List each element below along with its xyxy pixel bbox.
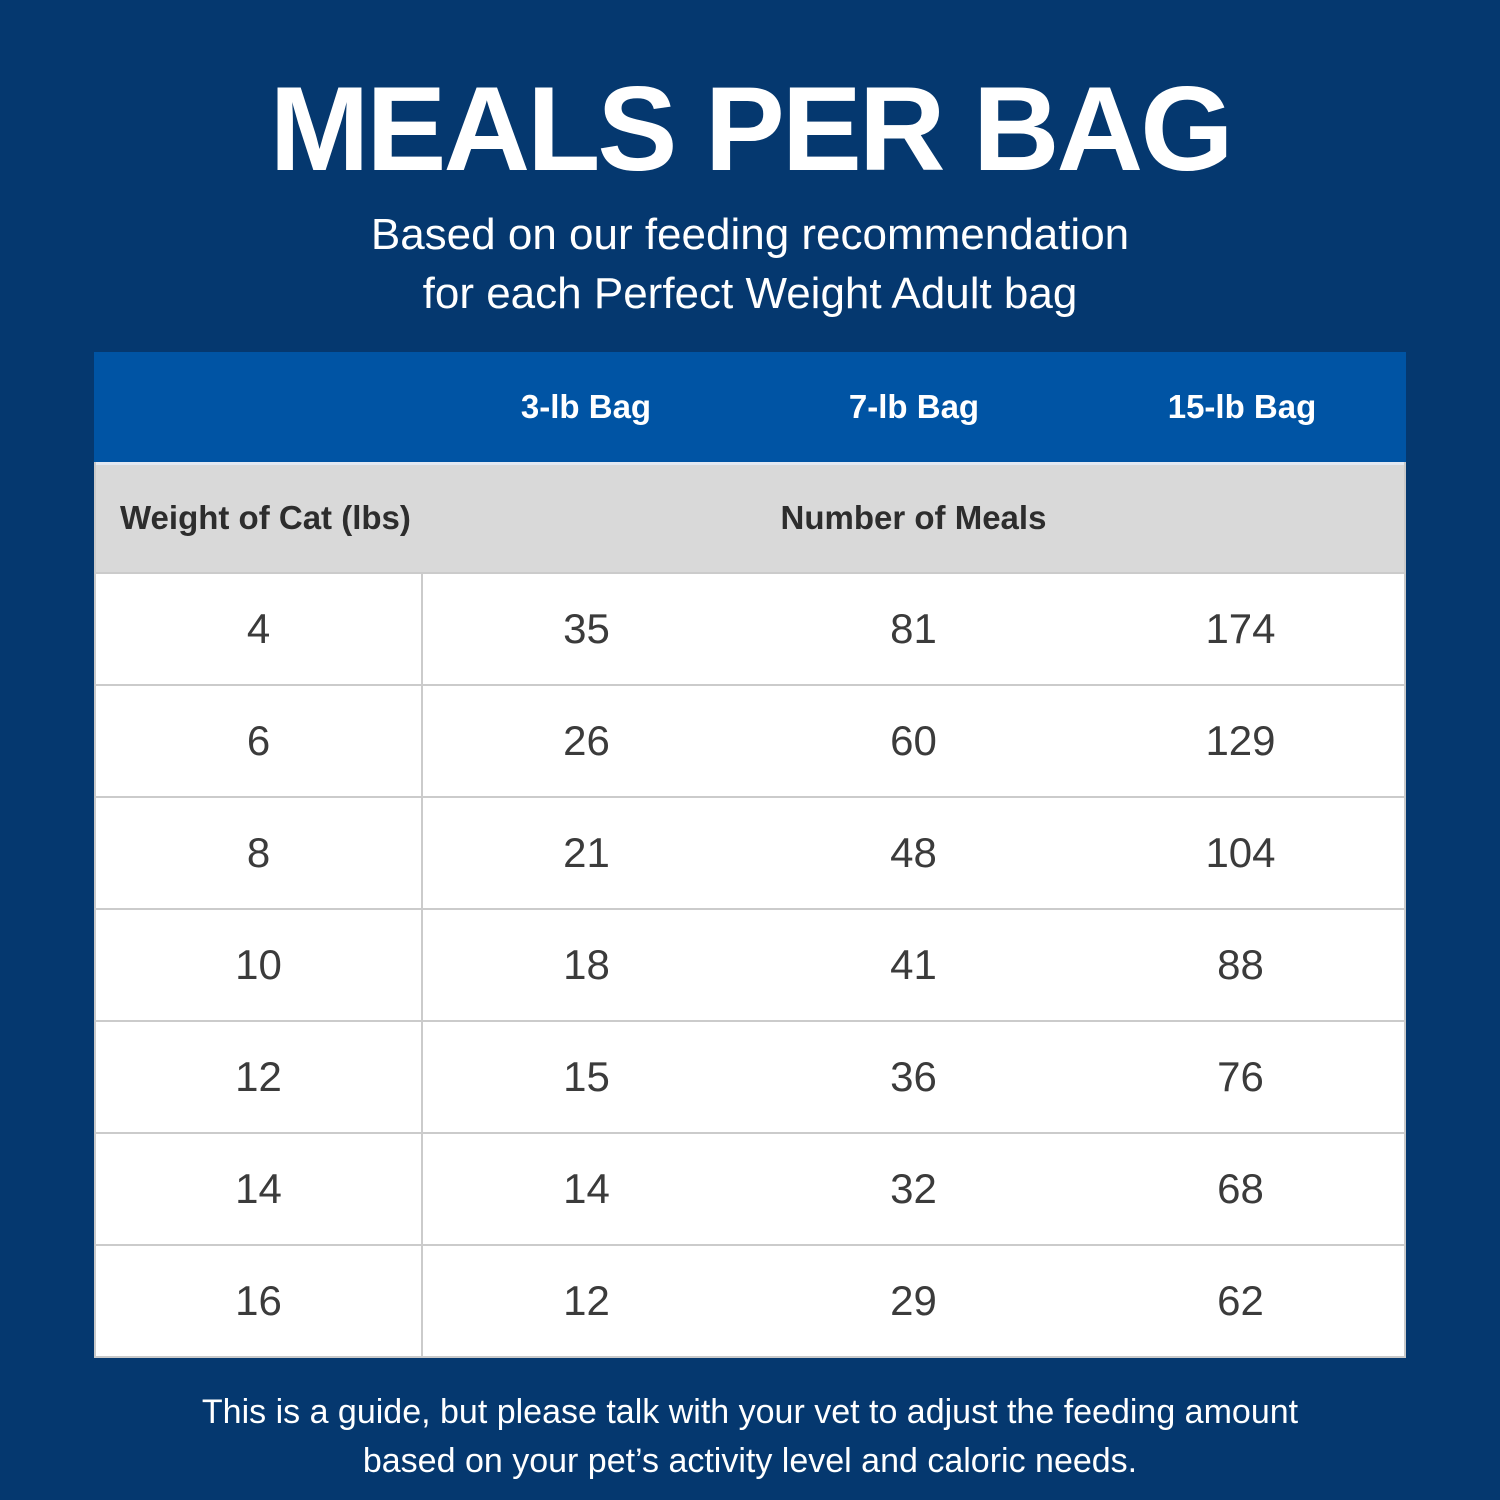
meals-cell-7lb: 29 xyxy=(890,1276,937,1324)
table-subheader-row: Weight of Cat (lbs) Number of Meals xyxy=(96,461,1404,572)
meals-cell-15lb: 174 xyxy=(1205,604,1276,652)
subtitle-line-2: for each Perfect Weight Adult bag xyxy=(422,268,1078,318)
group-header-label: Number of Meals xyxy=(780,499,1047,537)
weight-cell: 8 xyxy=(96,797,423,908)
table-body: Weight of Cat (lbs) Number of Meals 4 35… xyxy=(94,461,1406,1358)
table-row: 14 14 32 68 xyxy=(96,1131,1404,1244)
page-title: MEALS PER BAG xyxy=(269,62,1233,196)
weight-cell: 14 xyxy=(96,1133,423,1244)
weight-cell: 16 xyxy=(96,1245,423,1356)
column-header-15lb-bag: 15-lb Bag xyxy=(1167,387,1317,425)
table-row: 10 18 41 88 xyxy=(96,907,1404,1020)
meals-cell-15lb: 129 xyxy=(1205,716,1276,764)
column-header-3lb-bag: 3-lb Bag xyxy=(520,387,652,425)
meals-per-bag-table: 3-lb Bag 7-lb Bag 15-lb Bag Weight of Ca… xyxy=(94,351,1406,1358)
meals-cell-15lb: 88 xyxy=(1217,940,1264,988)
meals-cell-7lb: 41 xyxy=(890,940,937,988)
meals-cell-15lb: 62 xyxy=(1217,1276,1264,1324)
subtitle: Based on our feeding recommendation for … xyxy=(0,206,1500,324)
meals-cell-7lb: 32 xyxy=(890,1164,937,1212)
meals-cell-7lb: 36 xyxy=(890,1052,937,1100)
weight-cell: 4 xyxy=(96,573,423,684)
meals-cell-7lb: 81 xyxy=(890,604,937,652)
meals-cell-3lb: 14 xyxy=(563,1164,610,1212)
table-row: 16 12 29 62 xyxy=(96,1243,1404,1356)
meals-cell-15lb: 104 xyxy=(1205,828,1276,876)
footnote-line-2: based on your pet’s activity level and c… xyxy=(362,1442,1138,1481)
table-header-row: 3-lb Bag 7-lb Bag 15-lb Bag xyxy=(94,351,1406,462)
table-row: 4 35 81 174 xyxy=(96,571,1404,684)
subtitle-line-1: Based on our feeding recommendation xyxy=(370,210,1130,259)
column-header-7lb-bag: 7-lb Bag xyxy=(848,387,980,425)
meals-cell-7lb: 48 xyxy=(890,828,937,876)
meals-cell-3lb: 15 xyxy=(563,1052,610,1100)
footnote: This is a guide, but please talk with yo… xyxy=(0,1388,1500,1487)
meals-cell-7lb: 60 xyxy=(890,716,937,764)
meals-cell-3lb: 35 xyxy=(563,604,610,652)
footnote-line-1: This is a guide, but please talk with yo… xyxy=(201,1392,1299,1431)
meals-cell-3lb: 18 xyxy=(563,940,610,988)
meals-cell-3lb: 21 xyxy=(563,828,610,876)
table-row: 12 15 36 76 xyxy=(96,1019,1404,1132)
weight-cell: 10 xyxy=(96,909,423,1020)
row-header-label: Weight of Cat (lbs) xyxy=(120,499,411,537)
meals-cell-3lb: 26 xyxy=(563,716,610,764)
weight-cell: 12 xyxy=(96,1021,423,1132)
meals-cell-3lb: 12 xyxy=(563,1276,610,1324)
meals-cell-15lb: 76 xyxy=(1217,1052,1264,1100)
table-row: 8 21 48 104 xyxy=(96,795,1404,908)
table-row: 6 26 60 129 xyxy=(96,683,1404,796)
weight-cell: 6 xyxy=(96,685,423,796)
meals-cell-15lb: 68 xyxy=(1217,1164,1264,1212)
